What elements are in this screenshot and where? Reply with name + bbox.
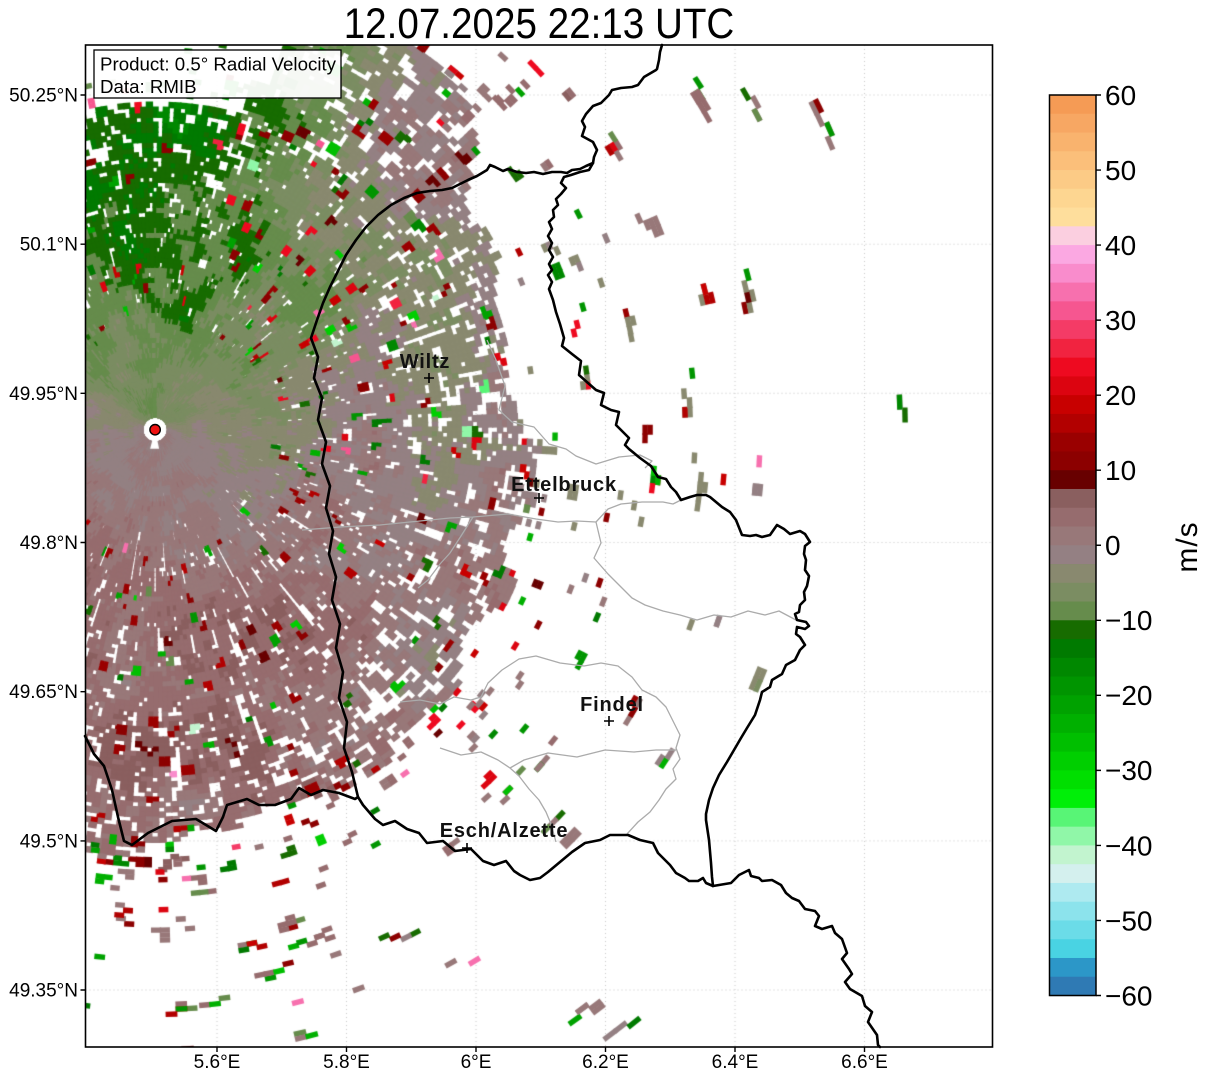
svg-text:−20: −20 (1105, 680, 1153, 711)
svg-text:30: 30 (1105, 305, 1136, 336)
svg-text:6.2°E: 6.2°E (582, 1052, 629, 1073)
svg-text:12.07.2025 22:13 UTC: 12.07.2025 22:13 UTC (344, 0, 735, 48)
svg-text:−40: −40 (1105, 830, 1153, 861)
svg-text:5.8°E: 5.8°E (323, 1052, 370, 1073)
svg-text:6.6°E: 6.6°E (841, 1052, 888, 1073)
svg-text:49.65°N: 49.65°N (9, 682, 78, 703)
svg-text:Findel: Findel (580, 694, 644, 716)
svg-text:49.35°N: 49.35°N (9, 981, 78, 1002)
svg-text:6.4°E: 6.4°E (712, 1052, 759, 1073)
svg-text:49.8°N: 49.8°N (20, 533, 78, 554)
svg-text:5.6°E: 5.6°E (194, 1052, 241, 1073)
svg-text:49.95°N: 49.95°N (9, 384, 78, 405)
svg-text:20: 20 (1105, 380, 1136, 411)
svg-text:49.5°N: 49.5°N (20, 831, 78, 852)
svg-text:m/s: m/s (1171, 521, 1204, 572)
svg-text:−50: −50 (1105, 905, 1153, 936)
svg-text:Ettelbruck: Ettelbruck (511, 474, 617, 496)
svg-text:Esch/Alzette: Esch/Alzette (440, 820, 569, 842)
svg-text:6°E: 6°E (461, 1052, 492, 1073)
svg-text:Product: 0.5° Radial Velocity: Product: 0.5° Radial Velocity (100, 54, 337, 75)
svg-text:40: 40 (1105, 230, 1136, 261)
svg-text:−30: −30 (1105, 755, 1153, 786)
svg-text:10: 10 (1105, 455, 1136, 486)
svg-text:Data: RMIB: Data: RMIB (100, 76, 197, 97)
svg-text:0: 0 (1105, 530, 1121, 561)
svg-text:−10: −10 (1105, 605, 1153, 636)
svg-text:50: 50 (1105, 155, 1136, 186)
svg-text:Wiltz: Wiltz (400, 351, 450, 373)
svg-text:−60: −60 (1105, 980, 1153, 1011)
svg-text:50.25°N: 50.25°N (9, 86, 78, 107)
svg-text:60: 60 (1105, 80, 1136, 111)
svg-text:50.1°N: 50.1°N (20, 235, 78, 256)
